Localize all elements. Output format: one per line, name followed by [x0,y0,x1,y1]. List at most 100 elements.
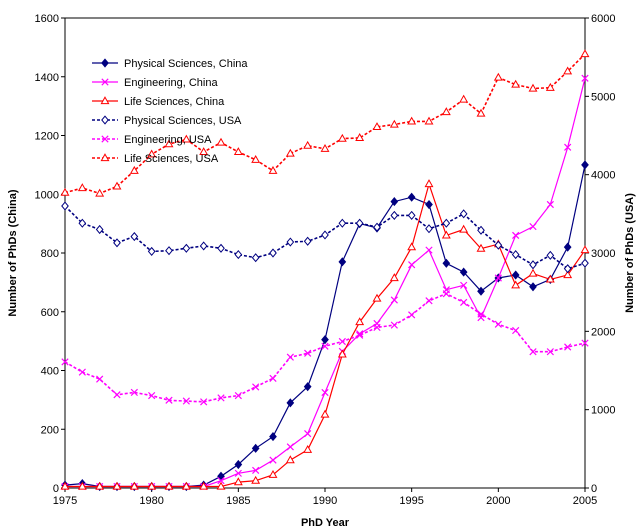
data-point [130,231,139,242]
left-tick-label: 1400 [35,72,59,84]
data-point [286,237,295,247]
data-point [234,459,243,470]
data-point [528,83,538,92]
data-point [286,443,294,451]
data-point [546,200,554,209]
legend-swatch-marker [101,58,109,68]
data-point [268,165,278,174]
data-point [303,236,312,246]
data-point [252,466,260,474]
right-tick-label: 6000 [591,13,615,25]
data-point [268,469,278,478]
right-tick-label: 4000 [591,170,615,182]
data-point [304,349,312,357]
left-tick-label: 800 [41,248,59,260]
data-point [477,314,485,322]
data-point [147,481,157,490]
data-point [529,260,537,270]
data-point [251,253,260,263]
data-point [477,225,485,235]
data-point [580,245,590,254]
series-3 [60,179,590,490]
legend-item: Physical Sciences, China [92,58,248,70]
data-point [390,197,399,207]
data-point [442,290,450,298]
x-tick-label: 1975 [53,495,77,507]
data-point [494,240,503,250]
data-point [164,481,174,490]
data-point [355,218,364,228]
x-tick-label: 2000 [486,495,510,507]
data-point [372,122,382,130]
data-point [511,270,520,280]
right-tick-label: 1000 [591,405,615,417]
data-point [493,72,503,81]
data-point [373,323,381,332]
data-point [251,475,261,484]
data-point [199,241,208,251]
data-point [96,375,104,383]
legend-item: Engineering, China [92,77,218,89]
data-point [389,119,399,128]
x-tick-label: 1995 [399,495,423,507]
data-point [476,108,486,117]
data-point [563,264,572,274]
data-point [95,481,105,490]
data-point [321,335,329,345]
data-point [112,181,122,190]
legend-swatch-marker [101,78,109,86]
data-point [338,337,346,346]
data-point [563,66,573,75]
data-point [217,243,225,253]
left-tick-label: 0 [53,483,59,495]
legend-item: Engineering, USA [92,134,212,146]
data-point [563,242,572,252]
data-point [285,148,295,157]
data-point [77,183,87,192]
data-point [78,218,87,228]
data-point [95,224,104,235]
data-point [337,133,347,142]
left-tick-label: 400 [41,366,59,378]
legend-swatch-marker [101,115,109,125]
data-point [200,398,208,406]
data-point [408,261,416,269]
legend-label: Physical Sciences, USA [124,115,242,127]
data-point [320,143,330,152]
x-tick-label: 1990 [313,495,337,507]
data-point [234,469,242,477]
data-point [563,270,573,279]
data-point [355,133,365,141]
data-point [112,481,122,490]
data-point [564,343,572,351]
data-point [424,116,434,125]
data-point [77,481,87,490]
x-tick-label: 2005 [573,495,597,507]
legend-item: Life Sciences, USA [92,153,219,165]
data-point [113,238,121,248]
axes: 0 200 400 600 800 1000 1200 1400 1600 0 1000 2000 30… [35,13,616,507]
legend: Physical Sciences, China Engineering, Chi… [92,58,248,165]
data-point [390,321,398,329]
data-point [441,230,451,239]
data-point [494,320,502,328]
data-point [581,160,589,170]
data-point [581,339,589,347]
data-point [251,443,260,453]
data-point [269,248,277,258]
right-tick-label: 5000 [591,91,615,103]
data-point [511,280,521,289]
legend-swatch-marker [101,135,109,143]
data-point [165,246,173,256]
data-point [529,222,537,231]
series-1 [61,160,589,492]
data-point [217,477,225,485]
data-point [390,296,398,304]
data-point [545,82,555,91]
data-point [477,286,485,296]
data-point [216,137,226,146]
data-point [304,430,312,438]
data-point [217,394,225,402]
data-point [233,477,243,486]
